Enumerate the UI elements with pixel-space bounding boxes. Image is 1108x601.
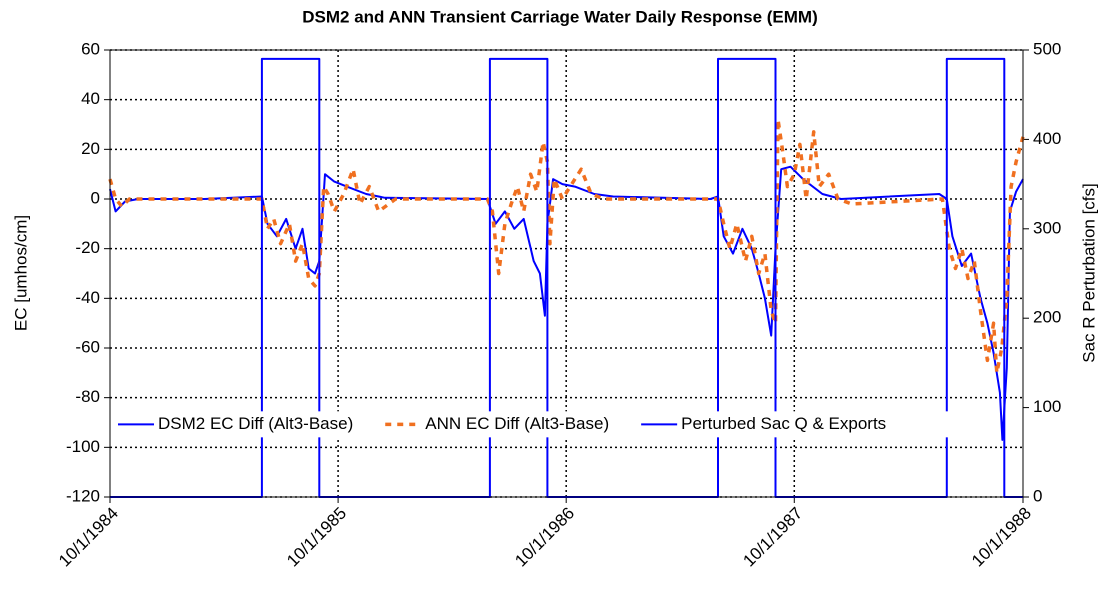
chart-title: DSM2 and ANN Transient Carriage Water Da… xyxy=(302,7,817,26)
y2-tick-label: 200 xyxy=(1033,308,1061,327)
legend-box xyxy=(113,411,973,438)
plot-frame xyxy=(109,49,1024,498)
y2-tick-label: 100 xyxy=(1033,397,1061,416)
y-tick-label: 40 xyxy=(81,89,100,108)
y2-tick-label: 400 xyxy=(1033,129,1061,148)
y2-tick-label: 0 xyxy=(1033,486,1042,505)
legend-label: Perturbed Sac Q & Exports xyxy=(681,414,886,433)
y-tick-label: -120 xyxy=(66,486,100,505)
y2-tick-label: 300 xyxy=(1033,218,1061,237)
y-tick-label: 20 xyxy=(81,139,100,158)
series-line xyxy=(109,165,1024,441)
y-tick-label: -20 xyxy=(75,238,100,257)
y-tick-label: -80 xyxy=(75,387,100,406)
y-tick-label: 60 xyxy=(81,39,100,58)
y-axis-label: EC [umhos/cm] xyxy=(11,215,30,331)
legend-label: ANN EC Diff (Alt3-Base) xyxy=(425,414,609,433)
y2-axis-label: Sac R Perturbation [cfs] xyxy=(1079,183,1098,363)
y-tick-label: 0 xyxy=(91,188,100,207)
legend-label: DSM2 EC Diff (Alt3-Base) xyxy=(158,414,353,433)
series-line xyxy=(108,117,1025,375)
y-tick-label: -100 xyxy=(66,437,100,456)
y-tick-label: -60 xyxy=(75,337,100,356)
y2-tick-label: 500 xyxy=(1033,39,1061,58)
legend: DSM2 EC Diff (Alt3-Base) ANN EC Diff (Alt… xyxy=(113,411,973,438)
y-tick-label: -40 xyxy=(75,288,100,307)
